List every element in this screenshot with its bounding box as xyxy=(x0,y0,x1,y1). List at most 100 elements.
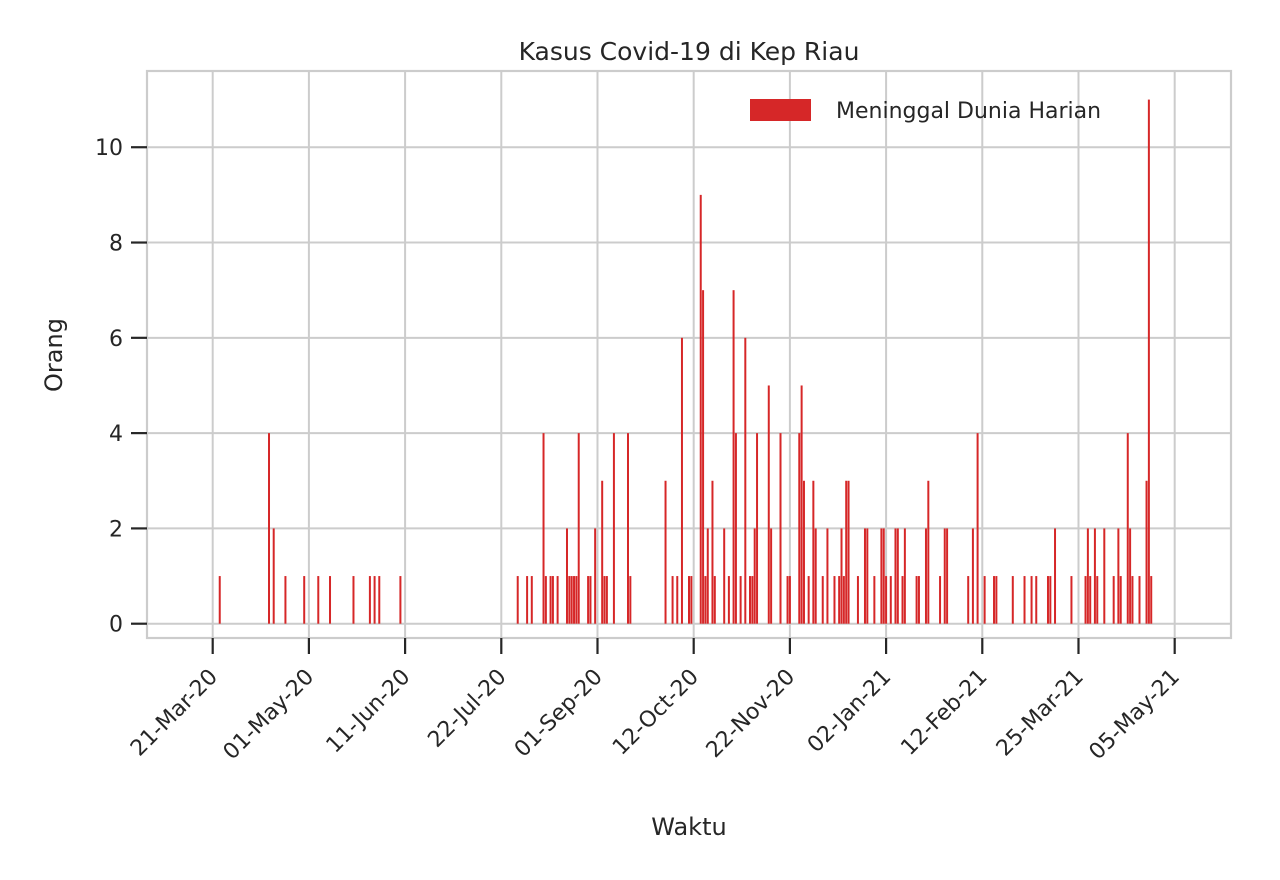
legend-label: Meninggal Dunia Harian xyxy=(836,99,1101,124)
bar xyxy=(1054,528,1057,624)
bar xyxy=(706,528,709,624)
bar xyxy=(802,480,805,624)
bar xyxy=(368,576,371,624)
y-tick-label: 2 xyxy=(109,517,123,542)
bar xyxy=(901,576,904,624)
bar xyxy=(767,385,770,624)
bar xyxy=(575,576,578,624)
bar xyxy=(676,576,679,624)
bar xyxy=(845,480,848,624)
bar xyxy=(826,528,829,624)
bar xyxy=(847,480,850,624)
bar xyxy=(727,576,730,624)
bar xyxy=(971,528,974,624)
bar xyxy=(873,576,876,624)
bar xyxy=(880,528,883,624)
bar xyxy=(218,576,221,624)
bar xyxy=(272,528,275,624)
bar xyxy=(551,576,554,624)
bar xyxy=(268,433,271,624)
bar xyxy=(1046,576,1049,624)
bar xyxy=(915,576,918,624)
bar xyxy=(814,528,817,624)
bar xyxy=(812,480,815,624)
bar xyxy=(798,433,801,624)
bar xyxy=(788,576,791,624)
bar xyxy=(629,576,632,624)
bar xyxy=(924,528,927,624)
bar xyxy=(284,576,287,624)
bar xyxy=(1035,576,1038,624)
y-tick-label: 8 xyxy=(109,232,123,257)
bar xyxy=(744,337,747,624)
bar xyxy=(702,290,705,624)
bar xyxy=(756,433,759,624)
bar xyxy=(317,576,320,624)
bar xyxy=(1070,576,1073,624)
bar xyxy=(1096,576,1099,624)
bar xyxy=(589,576,592,624)
bar xyxy=(723,528,726,624)
bar xyxy=(1138,576,1141,624)
bar xyxy=(894,528,897,624)
bar xyxy=(352,576,355,624)
bar xyxy=(1126,433,1129,624)
bar xyxy=(530,576,533,624)
legend: Meninggal Dunia Harian xyxy=(750,99,1101,124)
bar xyxy=(378,576,381,624)
bar xyxy=(711,480,714,624)
y-tick-label: 4 xyxy=(109,422,123,447)
bar xyxy=(573,576,576,624)
x-axis-title: Waktu xyxy=(651,813,726,841)
bar xyxy=(779,433,782,624)
bar xyxy=(1145,480,1148,624)
bar xyxy=(786,576,789,624)
bar xyxy=(594,528,597,624)
bar xyxy=(690,576,693,624)
bar xyxy=(704,576,707,624)
bar xyxy=(671,576,674,624)
bar xyxy=(753,528,756,624)
bar xyxy=(807,576,810,624)
bar xyxy=(688,576,690,624)
chart-title: Kasus Covid-19 di Kep Riau xyxy=(519,37,860,66)
y-tick-label: 6 xyxy=(109,327,123,352)
bar xyxy=(939,576,942,624)
bar xyxy=(882,528,885,624)
bar xyxy=(866,528,869,624)
bar xyxy=(732,290,735,624)
bar xyxy=(1089,576,1092,624)
bar xyxy=(1084,576,1087,624)
bar xyxy=(896,528,899,624)
y-axis-ticks: 0 2 4 6 8 10 xyxy=(95,136,147,638)
bar xyxy=(863,528,866,624)
y-axis-title: Orang xyxy=(40,318,68,392)
legend-swatch xyxy=(750,99,811,121)
bar xyxy=(1011,576,1014,624)
bar xyxy=(549,576,552,624)
bar xyxy=(542,433,545,624)
bar xyxy=(713,576,716,624)
bar xyxy=(751,576,754,624)
y-tick-label: 0 xyxy=(109,613,123,638)
bar xyxy=(1147,99,1150,624)
bar xyxy=(1049,576,1052,624)
bar xyxy=(329,576,332,624)
bar xyxy=(770,528,773,624)
bar xyxy=(734,433,737,624)
y-tick-label: 10 xyxy=(95,136,123,161)
bar xyxy=(943,528,946,624)
bar xyxy=(556,576,559,624)
bar xyxy=(800,385,803,624)
bar xyxy=(1030,576,1033,624)
bar xyxy=(885,576,888,624)
bar xyxy=(626,433,629,624)
bar xyxy=(605,576,608,624)
bar xyxy=(570,576,573,624)
bar xyxy=(983,576,986,624)
bar xyxy=(1086,528,1089,624)
bar xyxy=(544,576,547,624)
bar xyxy=(373,576,376,624)
bar xyxy=(889,576,892,624)
bar xyxy=(739,576,742,624)
